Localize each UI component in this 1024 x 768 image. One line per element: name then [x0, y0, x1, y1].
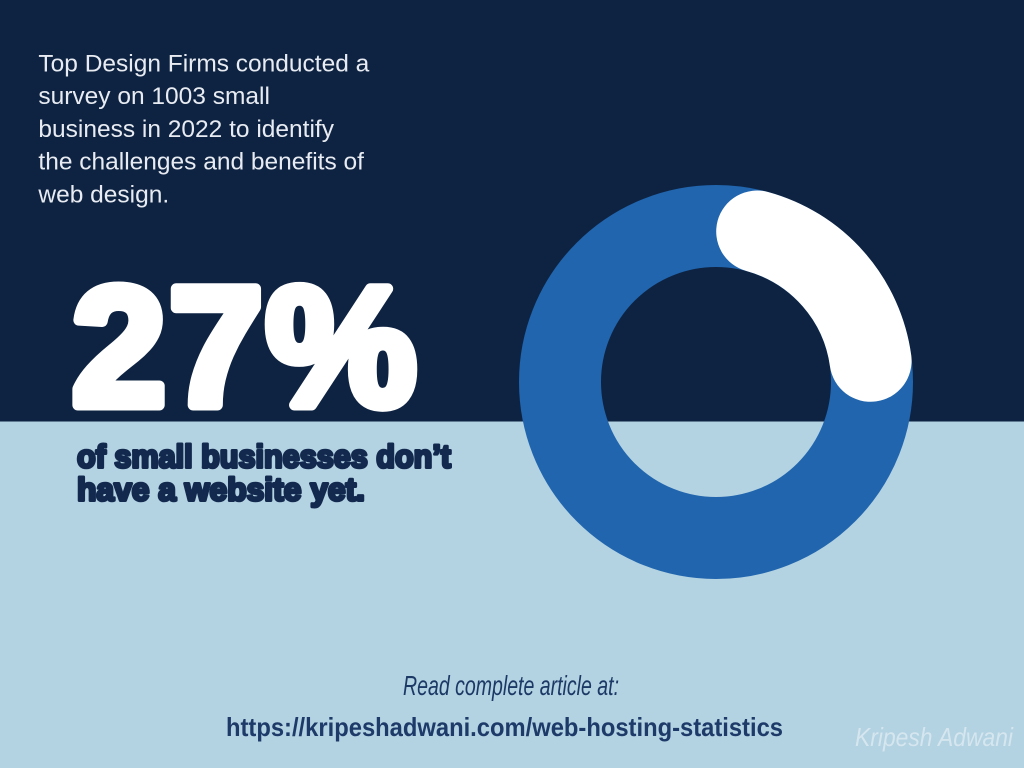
svg-text:Top Design Firms conducted a: Top Design Firms conducted a	[38, 51, 369, 78]
svg-text:27%: 27%	[72, 252, 419, 441]
svg-text:have a website yet.: have a website yet.	[77, 472, 365, 508]
svg-text:Kripesh Adwani: Kripesh Adwani	[855, 722, 1014, 752]
svg-text:web design.: web design.	[37, 181, 169, 208]
svg-text:survey on 1003 small: survey on 1003 small	[38, 83, 270, 110]
svg-text:Read complete article at:: Read complete article at:	[403, 670, 619, 701]
svg-text:https://kripeshadwani.com/web-: https://kripeshadwani.com/web-hosting-st…	[226, 712, 783, 742]
svg-text:the challenges and benefits of: the challenges and benefits of	[38, 149, 364, 176]
svg-text:of small businesses don’t: of small businesses don’t	[77, 439, 451, 475]
svg-text:business in 2022 to identify: business in 2022 to identify	[38, 116, 334, 143]
